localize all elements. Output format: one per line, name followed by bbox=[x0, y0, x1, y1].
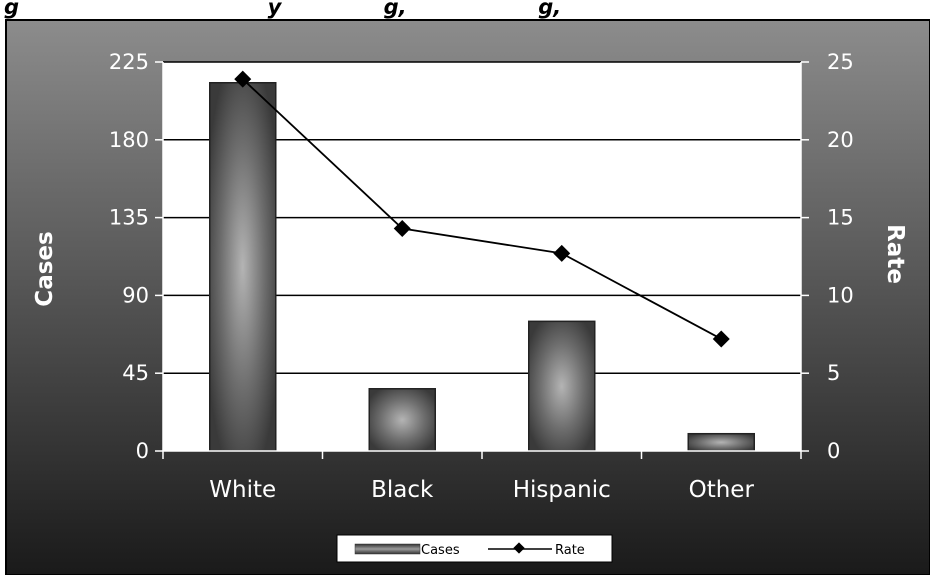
rate-marker-black bbox=[393, 220, 411, 237]
right-tick-label: 5 bbox=[827, 361, 840, 385]
rate-marker-white bbox=[234, 70, 252, 88]
rate-marker-hispanic bbox=[553, 244, 571, 262]
category-label-white: White bbox=[209, 477, 276, 503]
category-label-black: Black bbox=[371, 477, 434, 503]
left-axis-title: Cases bbox=[32, 231, 58, 306]
left-tick-label: 90 bbox=[122, 283, 149, 307]
title-strip bbox=[0, 0, 930, 20]
legend-swatch-cases bbox=[354, 543, 421, 555]
right-tick-label: 20 bbox=[827, 128, 854, 152]
chart-title-fragment: g y g, g, bbox=[4, 0, 561, 19]
legend-label-cases: Cases bbox=[421, 543, 460, 558]
legend: Cases Rate bbox=[336, 534, 613, 563]
rate-line bbox=[242, 78, 722, 340]
line-series-rate bbox=[234, 70, 730, 348]
right-tick-label: 15 bbox=[827, 206, 854, 230]
left-tick-label: 45 bbox=[122, 361, 149, 385]
legend-label-rate: Rate bbox=[555, 543, 585, 558]
left-tick-label: 180 bbox=[109, 128, 149, 152]
category-label-other: Other bbox=[689, 477, 755, 503]
category-label-hispanic: Hispanic bbox=[513, 477, 611, 503]
right-tick-label: 10 bbox=[827, 283, 854, 307]
category-axis: White Black Hispanic Other bbox=[162, 450, 802, 503]
bar-other bbox=[687, 432, 755, 452]
left-tick-label: 135 bbox=[109, 206, 149, 230]
bar-series-cases bbox=[209, 81, 755, 452]
bar-white bbox=[209, 81, 277, 452]
right-tick-label: 25 bbox=[827, 50, 854, 74]
legend-swatch-rate-marker bbox=[513, 542, 525, 554]
right-axis-title: Rate bbox=[882, 224, 908, 284]
left-tick-label: 225 bbox=[109, 50, 149, 74]
bar-hispanic bbox=[528, 320, 596, 452]
right-tick-label: 0 bbox=[827, 439, 840, 463]
bar-black bbox=[368, 388, 436, 452]
left-axis: 0 45 90 135 180 225 bbox=[109, 50, 164, 463]
right-axis: 0 5 10 15 20 25 bbox=[800, 50, 854, 463]
left-tick-label: 0 bbox=[136, 439, 149, 463]
rate-marker-other bbox=[712, 330, 730, 348]
